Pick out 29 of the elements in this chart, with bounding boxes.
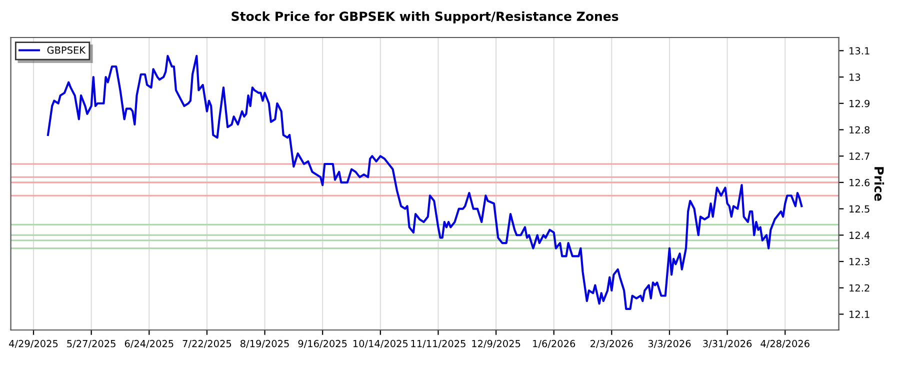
x-tick-label: 2/3/2026 [590,340,633,348]
x-tick-label: 10/14/2025 [353,340,408,348]
x-tick-label: 3/3/2026 [648,340,691,348]
legend-label: GBPSEK [47,46,86,54]
x-tick-label: 12/9/2025 [472,340,520,348]
y-tick-label: 13.1 [850,47,870,55]
y-tick-label: 12.5 [850,205,870,213]
x-tick-label: 8/19/2025 [240,340,289,348]
x-tick-label: 11/11/2025 [411,340,466,348]
x-tick-label: 4/28/2026 [760,340,810,348]
y-tick-label: 12.7 [850,152,870,160]
x-tick-label: 1/6/2026 [533,340,576,348]
chart-title: Stock Price for GBPSEK with Support/Resistance Zones [232,11,618,24]
x-tick-label: 6/24/2025 [124,340,174,348]
x-tick-label: 3/31/2026 [703,340,752,348]
y-tick-label: 12.2 [850,284,870,292]
y-tick-label: 12.3 [850,258,870,266]
x-tick-label: 7/22/2025 [182,340,232,348]
x-tick-label: 9/16/2025 [298,340,347,348]
y-tick-label: 13 [850,74,860,81]
y-tick-label: 12.1 [850,310,870,318]
line-series [46,54,803,310]
x-tick-label: 5/27/2025 [67,340,116,348]
y-tick-label: 12.4 [850,232,870,239]
y-tick-label: 12.9 [850,100,870,108]
x-tick-label: 4/29/2025 [9,340,58,348]
y-tick-label: 12.6 [850,178,870,186]
y-axis-title: Price [874,167,884,201]
y-tick-label: 12.8 [850,126,870,134]
